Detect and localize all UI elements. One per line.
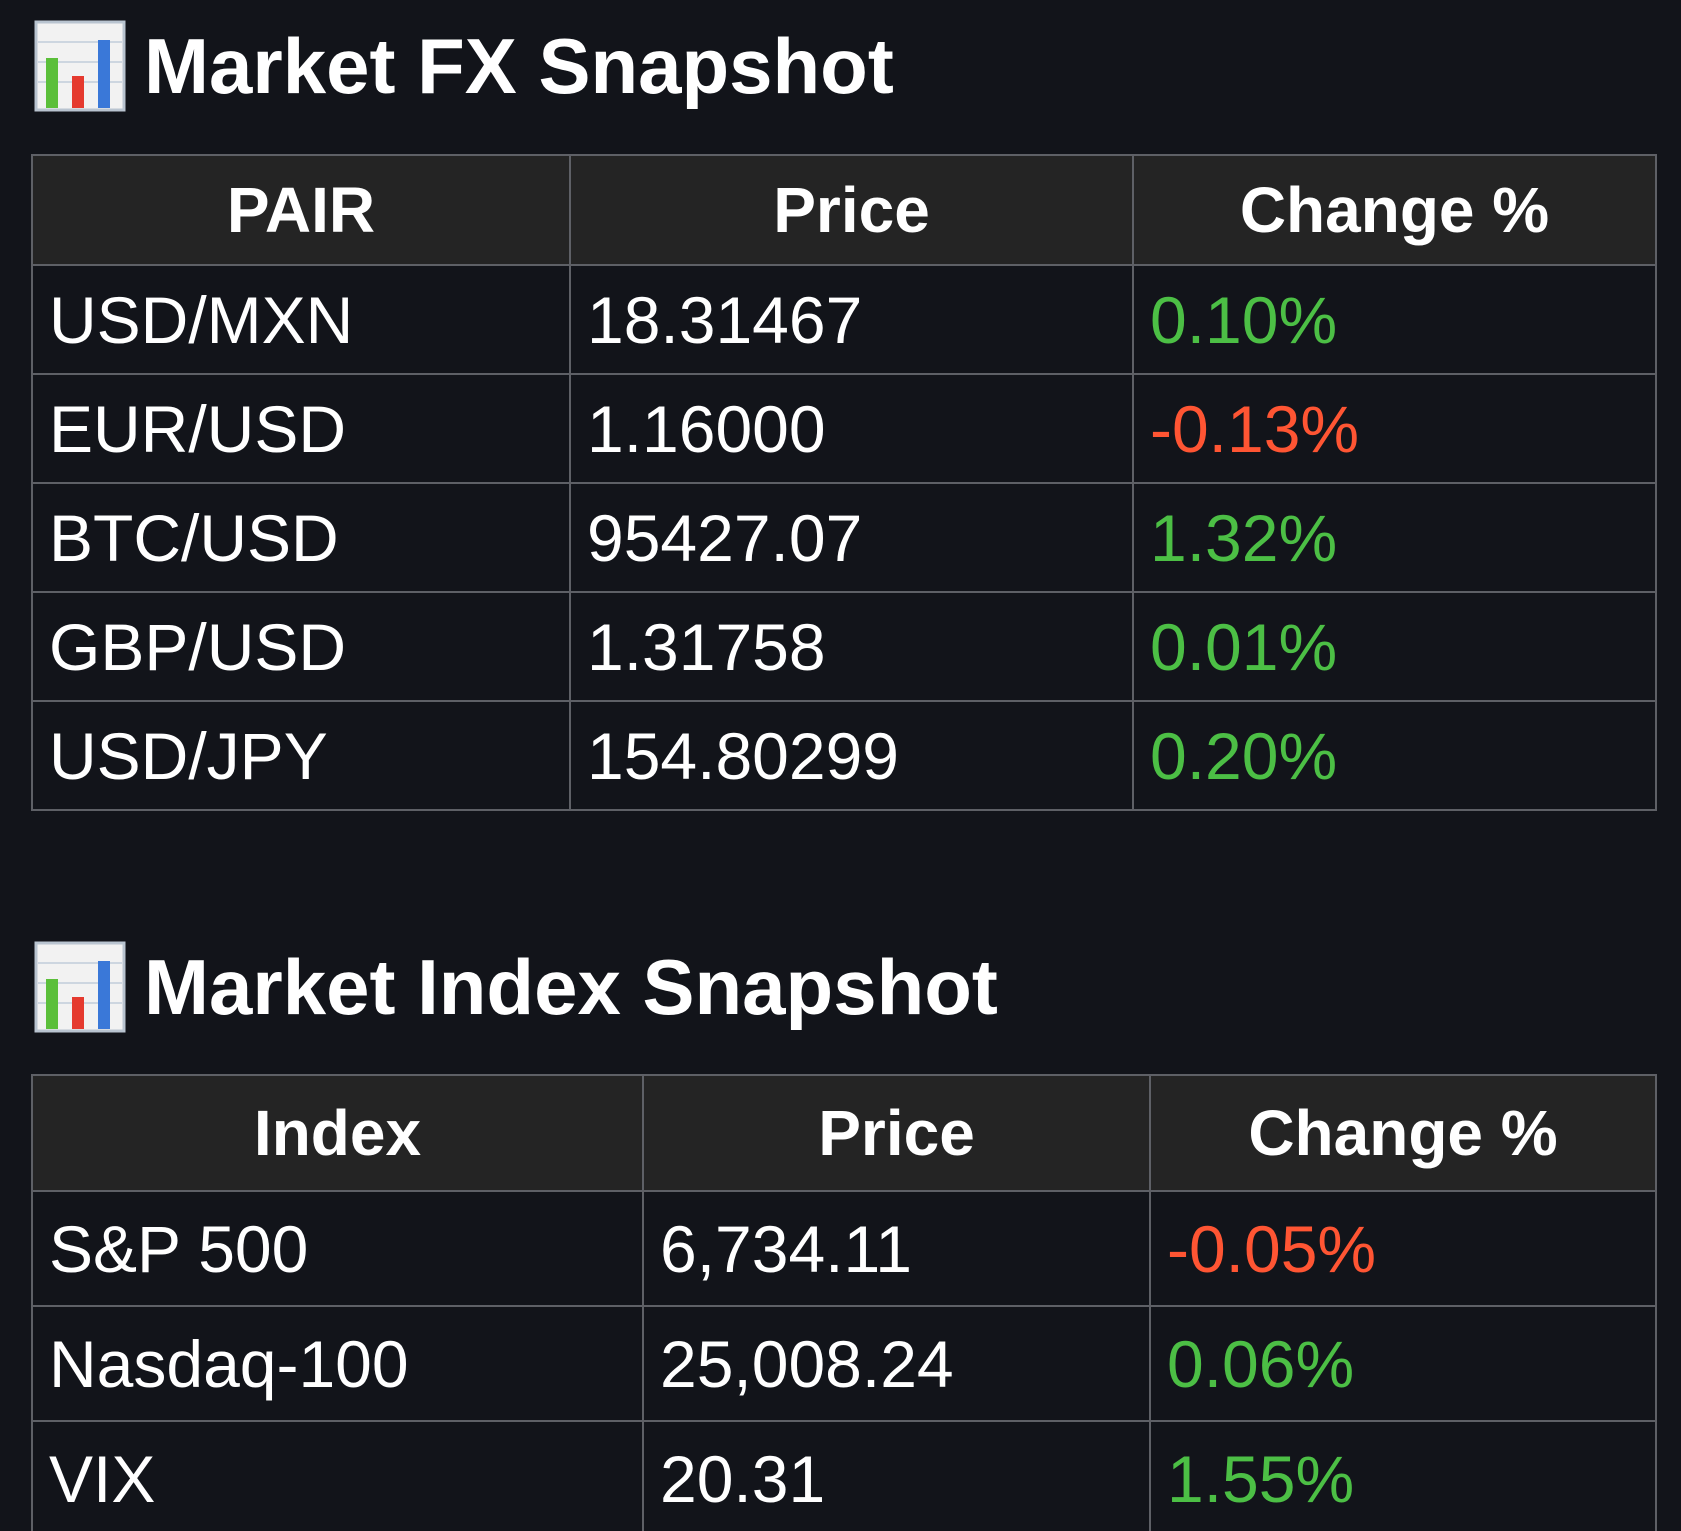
price-cell: 95427.07 (569, 482, 1134, 593)
fx-section-title: Market FX Snapshot (144, 21, 894, 110)
table-row: GBP/USD 1.31758 0.01% (31, 591, 1657, 702)
column-header-price[interactable]: Price (642, 1074, 1151, 1192)
index-name-cell: S&P 500 (31, 1190, 644, 1307)
change-cell: 0.06% (1149, 1305, 1657, 1422)
column-header-change[interactable]: Change % (1149, 1074, 1657, 1192)
bar-chart-icon (34, 20, 126, 112)
fx-section-header: Market FX Snapshot (34, 16, 894, 116)
index-name-cell: VIX (31, 1420, 644, 1531)
price-cell: 6,734.11 (642, 1190, 1151, 1307)
price-cell: 1.31758 (569, 591, 1134, 702)
change-cell: 1.55% (1149, 1420, 1657, 1531)
index-section-title: Market Index Snapshot (144, 942, 998, 1031)
price-cell: 154.80299 (569, 700, 1134, 811)
change-cell: -0.13% (1132, 373, 1657, 484)
column-header-change[interactable]: Change % (1132, 154, 1657, 266)
table-row: USD/MXN 18.31467 0.10% (31, 264, 1657, 375)
column-header-index[interactable]: Index (31, 1074, 644, 1192)
fx-header-row: PAIR Price Change % (31, 154, 1657, 266)
index-header-row: Index Price Change % (31, 1074, 1657, 1192)
pair-cell: USD/JPY (31, 700, 571, 811)
change-cell: 0.20% (1132, 700, 1657, 811)
index-name-cell: Nasdaq-100 (31, 1305, 644, 1422)
pair-cell: GBP/USD (31, 591, 571, 702)
table-row: BTC/USD 95427.07 1.32% (31, 482, 1657, 593)
table-row: USD/JPY 154.80299 0.20% (31, 700, 1657, 811)
column-header-pair[interactable]: PAIR (31, 154, 571, 266)
bar-chart-icon (34, 941, 126, 1033)
change-cell: 0.10% (1132, 264, 1657, 375)
pair-cell: EUR/USD (31, 373, 571, 484)
change-cell: 0.01% (1132, 591, 1657, 702)
change-cell: 1.32% (1132, 482, 1657, 593)
column-header-price[interactable]: Price (569, 154, 1134, 266)
pair-cell: USD/MXN (31, 264, 571, 375)
index-table: Index Price Change % S&P 500 6,734.11 -0… (31, 1074, 1657, 1531)
price-cell: 25,008.24 (642, 1305, 1151, 1422)
table-row: VIX 20.31 1.55% (31, 1420, 1657, 1531)
fx-table: PAIR Price Change % USD/MXN 18.31467 0.1… (31, 154, 1657, 811)
table-row: S&P 500 6,734.11 -0.05% (31, 1190, 1657, 1307)
pair-cell: BTC/USD (31, 482, 571, 593)
table-row: Nasdaq-100 25,008.24 0.06% (31, 1305, 1657, 1422)
price-cell: 20.31 (642, 1420, 1151, 1531)
index-section-header: Market Index Snapshot (34, 937, 998, 1037)
price-cell: 1.16000 (569, 373, 1134, 484)
change-cell: -0.05% (1149, 1190, 1657, 1307)
table-row: EUR/USD 1.16000 -0.13% (31, 373, 1657, 484)
price-cell: 18.31467 (569, 264, 1134, 375)
